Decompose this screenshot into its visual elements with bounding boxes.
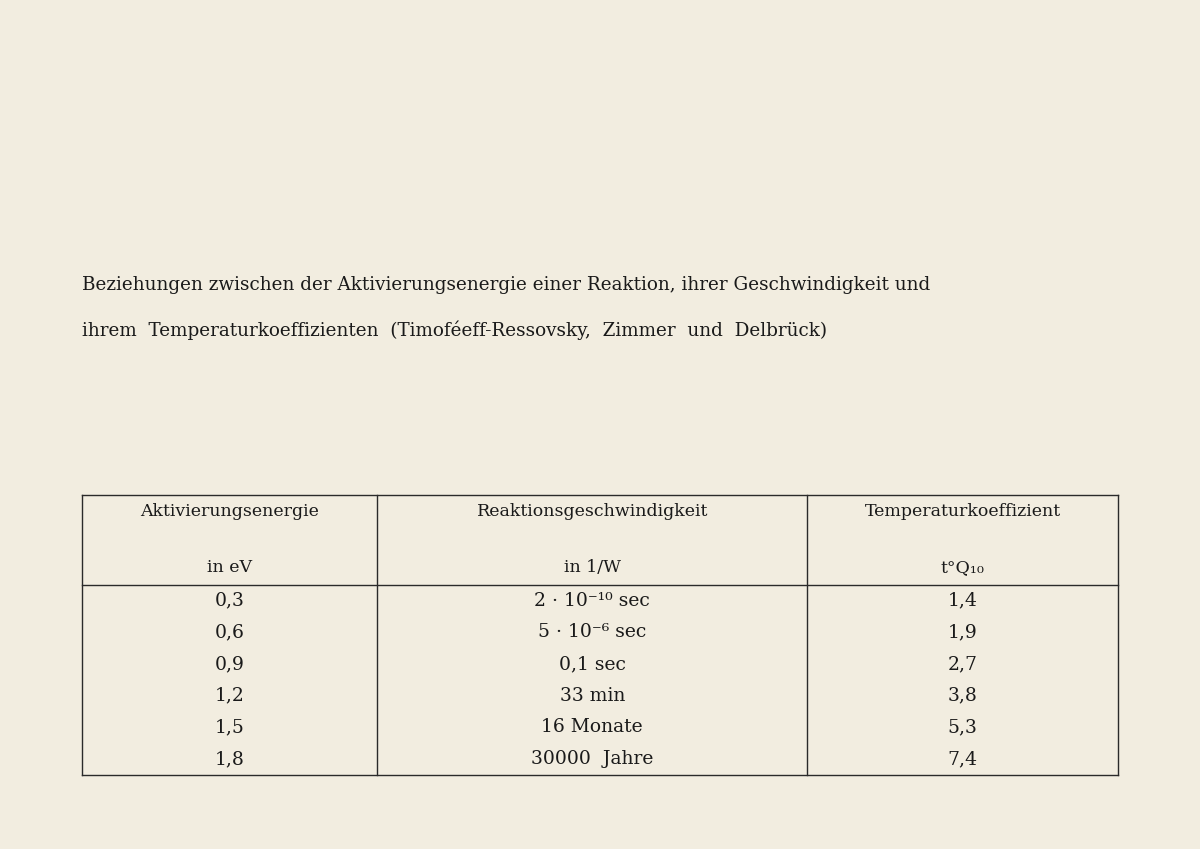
Text: in eV: in eV xyxy=(208,559,252,576)
Text: ihrem  Temperaturkoeffizienten  (Timoféeff-Ressovsky,  Zimmer  und  Delbrück): ihrem Temperaturkoeffizienten (Timoféeff… xyxy=(82,320,827,340)
Text: Aktivierungsenergie: Aktivierungsenergie xyxy=(140,503,319,520)
Text: 2,7: 2,7 xyxy=(948,655,978,673)
Text: 30000  Jahre: 30000 Jahre xyxy=(532,751,654,768)
Text: 16 Monate: 16 Monate xyxy=(541,718,643,736)
Text: 0,9: 0,9 xyxy=(215,655,245,673)
Text: Reaktionsgeschwindigkeit: Reaktionsgeschwindigkeit xyxy=(476,503,708,520)
Text: 1,8: 1,8 xyxy=(215,751,245,768)
Text: t°Q₁₀: t°Q₁₀ xyxy=(941,559,984,576)
Text: 2 · 10⁻¹⁰ sec: 2 · 10⁻¹⁰ sec xyxy=(534,592,650,610)
Text: 1,5: 1,5 xyxy=(215,718,245,736)
Text: 0,3: 0,3 xyxy=(215,592,245,610)
Text: Beziehungen zwischen der Aktivierungsenergie einer Reaktion, ihrer Geschwindigke: Beziehungen zwischen der Aktivierungsene… xyxy=(82,276,930,294)
Text: 1,2: 1,2 xyxy=(215,687,245,705)
Text: 5,3: 5,3 xyxy=(948,718,978,736)
Text: 1,4: 1,4 xyxy=(948,592,978,610)
Text: 5 · 10⁻⁶ sec: 5 · 10⁻⁶ sec xyxy=(538,623,647,642)
Text: 33 min: 33 min xyxy=(559,687,625,705)
Text: 0,1 sec: 0,1 sec xyxy=(559,655,625,673)
Text: 3,8: 3,8 xyxy=(948,687,978,705)
Text: in 1/W: in 1/W xyxy=(564,559,620,576)
Text: Temperaturkoeffizient: Temperaturkoeffizient xyxy=(864,503,1061,520)
Text: 1,9: 1,9 xyxy=(948,623,978,642)
Text: 7,4: 7,4 xyxy=(948,751,978,768)
Text: 0,6: 0,6 xyxy=(215,623,245,642)
